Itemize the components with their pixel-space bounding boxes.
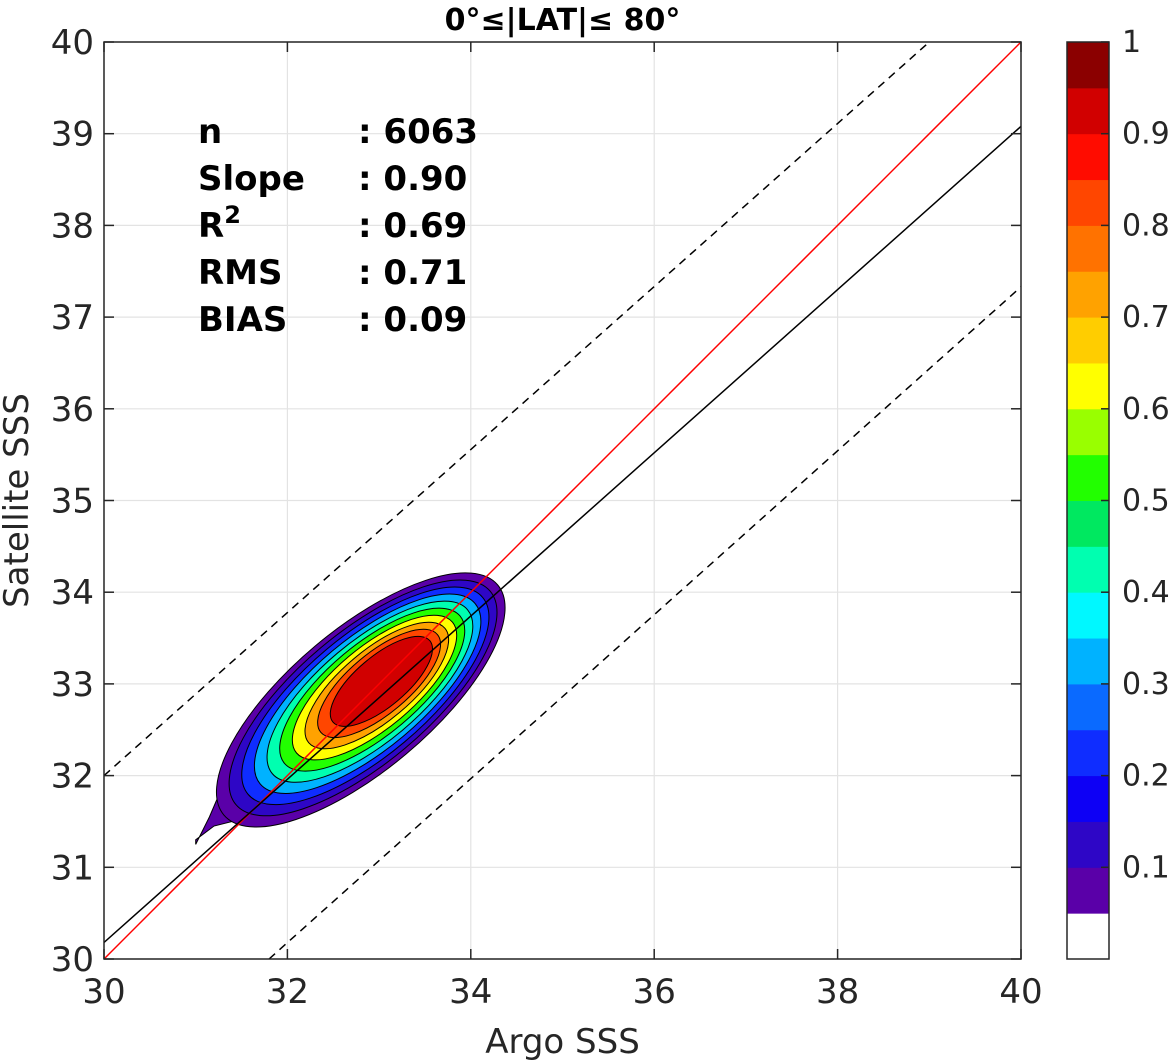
y-tick-label: 33	[51, 665, 94, 705]
colorbar-tick-label: 0.4	[1122, 575, 1170, 610]
colorbar: 0.1 0.2 0.3 0.4 0.5 0.6 0.7 0.8 0.9 1	[1066, 25, 1170, 960]
colorbar-tick-label: 0.1	[1122, 850, 1170, 885]
stat-value: : 0.69	[358, 206, 467, 246]
stat-name: Slope	[198, 159, 305, 199]
stat-value: : 0.90	[358, 159, 467, 199]
line-lower-bound	[268, 286, 1021, 959]
colorbar-tick-label: 0.9	[1122, 117, 1170, 152]
colorbar-segment	[1067, 317, 1109, 364]
plot-title: 0°≤|LAT|≤ 80°	[445, 3, 681, 38]
x-tick-label: 34	[449, 972, 492, 1012]
colorbar-segment	[1067, 87, 1109, 135]
x-axis-title: Argo SSS	[485, 1022, 640, 1062]
colorbar-segment	[1067, 638, 1109, 685]
x-tick-label: 36	[633, 972, 676, 1012]
stat-name: n	[198, 112, 222, 152]
colorbar-tick-label: 0.3	[1122, 667, 1170, 702]
stat-value: : 0.09	[358, 300, 467, 340]
colorbar-segment	[1067, 867, 1109, 914]
y-tick-label: 34	[51, 573, 94, 613]
colorbar-segment	[1067, 729, 1109, 777]
x-tick-label: 32	[266, 972, 309, 1012]
colorbar-segment	[1067, 821, 1109, 868]
colorbar-segment	[1067, 775, 1109, 822]
colorbar-segment	[1067, 42, 1109, 89]
y-tick-label: 32	[51, 757, 94, 797]
tick-labels: 30 32 34 36 38 40 30 31 32 33 34 35 36 37 38 39 40	[51, 23, 1043, 1012]
stats-panel: n : 6063 Slope : 0.90 R2 : 0.69 RMS : 0.71 BIAS:…	[198, 112, 478, 340]
stat-name: RMS	[198, 253, 283, 293]
line-regression	[104, 125, 1021, 944]
colorbar-segment	[1067, 225, 1109, 272]
x-tick-label: 40	[999, 972, 1042, 1012]
y-tick-label: 31	[51, 848, 94, 888]
colorbar-segment	[1067, 683, 1109, 731]
y-tick-label: 38	[51, 206, 94, 246]
colorbar-tick-label: 0.2	[1122, 759, 1170, 794]
y-tick-label: 40	[51, 23, 94, 63]
y-tick-label: 35	[51, 482, 94, 522]
colorbar-segment	[1067, 500, 1109, 547]
colorbar-segment	[1067, 454, 1109, 501]
stat-name: R2	[198, 201, 241, 246]
density-contours	[195, 572, 506, 845]
y-tick-label: 36	[51, 390, 94, 430]
colorbar-tick-label: 0.6	[1122, 392, 1170, 427]
colorbar-tick-label: 0.8	[1122, 208, 1170, 243]
y-tick-label: 37	[51, 298, 94, 338]
axis-ticks	[103, 41, 1022, 960]
x-tick-label: 30	[82, 972, 125, 1012]
x-tick-label: 38	[816, 972, 859, 1012]
colorbar-segment	[1067, 179, 1109, 226]
colorbar-segment	[1067, 592, 1109, 639]
colorbar-segment	[1067, 271, 1109, 318]
colorbar-tick-label: 0.7	[1122, 300, 1170, 335]
y-tick-label: 30	[51, 940, 94, 980]
line-upper-bound	[104, 42, 930, 777]
colorbar-segment	[1067, 913, 1109, 960]
contour-fill	[195, 572, 506, 845]
colorbar-segment	[1067, 362, 1109, 410]
stat-value: : 6063	[358, 112, 478, 152]
colorbar-segment	[1067, 546, 1109, 593]
colorbar-segment	[1067, 133, 1109, 181]
stat-value: : 0.71	[358, 253, 467, 293]
colorbar-tick-label: 1	[1122, 25, 1141, 60]
colorbar-segment	[1067, 408, 1109, 456]
y-axis-title: Satellite SSS	[0, 393, 37, 608]
colorbar-tick-label: 0.5	[1122, 484, 1170, 519]
y-tick-label: 39	[51, 115, 94, 155]
stat-name: BIAS	[198, 300, 287, 340]
reference-lines	[104, 42, 1021, 959]
